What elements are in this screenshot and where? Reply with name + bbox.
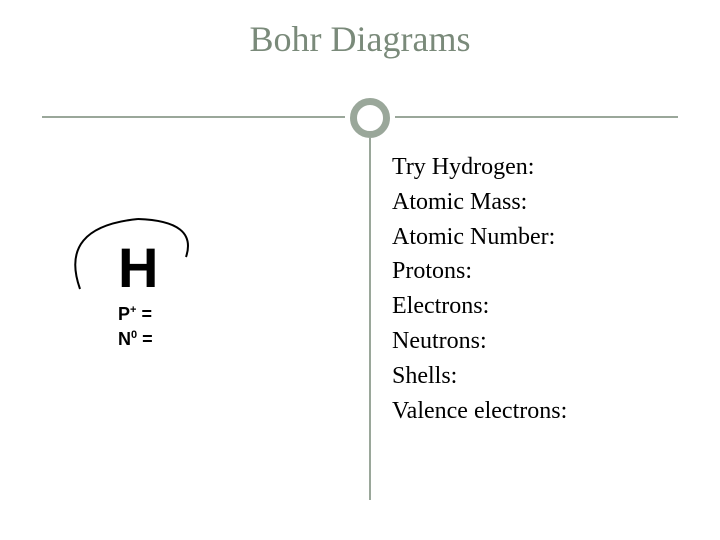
info-protons: Protons: bbox=[392, 254, 692, 289]
element-symbol-wrap: H bbox=[70, 235, 210, 300]
neutron-eq: = bbox=[137, 329, 153, 349]
proton-label: P bbox=[118, 304, 130, 324]
info-valence: Valence electrons: bbox=[392, 394, 692, 429]
neutron-line: N0 = bbox=[70, 329, 370, 350]
info-atomic-mass: Atomic Mass: bbox=[392, 185, 692, 220]
divider-line-left bbox=[42, 116, 345, 118]
proton-eq: = bbox=[136, 304, 152, 324]
info-try: Try Hydrogen: bbox=[392, 150, 692, 185]
element-panel: H P+ = N0 = bbox=[70, 235, 370, 350]
divider-ring-icon bbox=[350, 98, 390, 138]
info-shells: Shells: bbox=[392, 359, 692, 394]
slide-container: Bohr Diagrams H P+ = N0 = Try Hydrogen: … bbox=[0, 0, 720, 540]
info-atomic-number: Atomic Number: bbox=[392, 220, 692, 255]
arc-icon bbox=[70, 215, 190, 295]
info-electrons: Electrons: bbox=[392, 289, 692, 324]
page-title: Bohr Diagrams bbox=[0, 0, 720, 60]
neutron-label: N bbox=[118, 329, 131, 349]
divider-line-right bbox=[395, 116, 678, 118]
info-neutrons: Neutrons: bbox=[392, 324, 692, 359]
proton-line: P+ = bbox=[70, 304, 370, 325]
divider bbox=[0, 98, 720, 138]
info-panel: Try Hydrogen: Atomic Mass: Atomic Number… bbox=[392, 150, 692, 428]
